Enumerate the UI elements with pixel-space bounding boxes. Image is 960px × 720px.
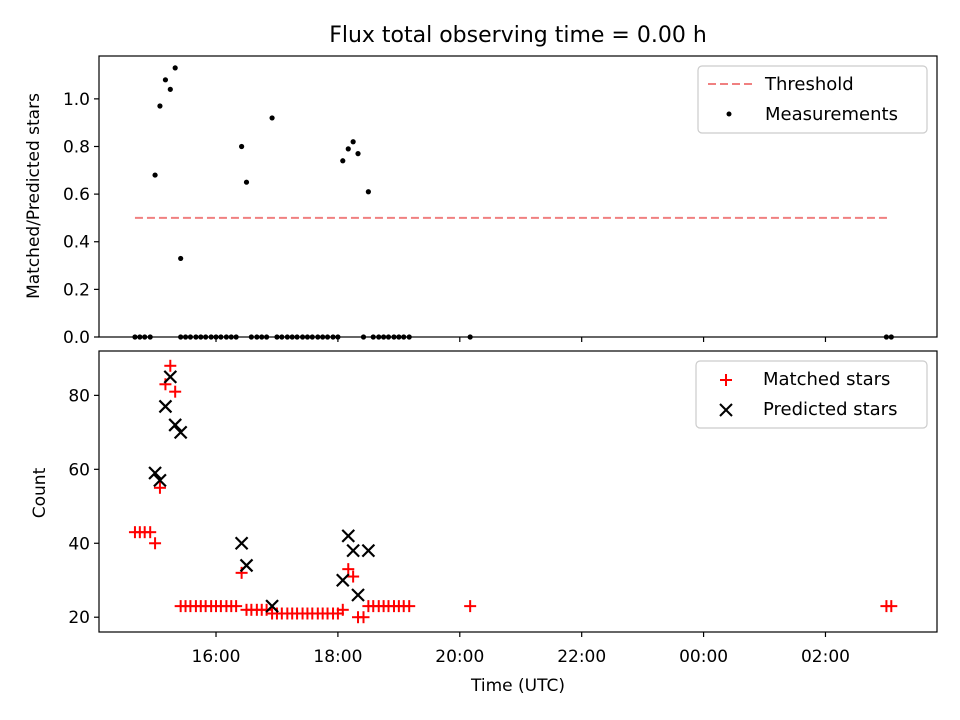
matched-stars-legend-label: Matched stars: [763, 369, 890, 390]
matched-stars-point: [347, 570, 360, 583]
measurements-point: [269, 115, 275, 121]
ratio-y-ticks: 0.0 0.2 0.4 0.6 0.8 1.0: [63, 90, 99, 348]
measurements-point: [350, 139, 356, 145]
count-y-tick-label: 40: [68, 534, 90, 554]
predicted-stars-point: [153, 473, 167, 488]
predicted-stars-point: [361, 543, 376, 558]
ratio-y-tick-label: 0.2: [63, 280, 90, 300]
predicted-stars-legend-label: Predicted stars: [763, 399, 897, 420]
predicted-stars-point: [265, 599, 279, 613]
ratio-legend: Threshold Measurements: [697, 65, 928, 134]
x-tick-label: 20:00: [435, 647, 484, 667]
matched-stars-point: [153, 481, 166, 494]
measurements-point: [167, 86, 173, 92]
count-y-tick-label: 80: [68, 386, 90, 406]
count-legend: Matched stars Predicted stars: [695, 360, 928, 429]
count-x-ticks: 16:00 18:00 20:00 22:00 00:00 02:00: [192, 632, 850, 667]
predicted-stars-point: [168, 418, 182, 432]
matched-stars-point: [885, 600, 898, 613]
count-y-ticks: 20 40 60 80: [68, 386, 99, 628]
measurements-point: [345, 146, 351, 152]
predicted-stars-point: [234, 536, 249, 551]
measurements-point: [152, 172, 158, 178]
ratio-legend-box: [697, 65, 928, 134]
x-tick-label: 02:00: [801, 647, 850, 667]
predicted-stars-point: [239, 558, 254, 573]
measurements-point: [178, 255, 184, 262]
predicted-stars-point: [148, 466, 162, 480]
measurements-legend-swatch: [726, 111, 732, 117]
x-axis-label: Time (UTC): [470, 676, 565, 696]
predicted-stars-point: [173, 425, 188, 440]
x-tick-label: 18:00: [313, 647, 362, 667]
measurements-point: [239, 143, 245, 150]
ratio-panel: 0.0 0.2 0.4 0.6 0.8 1.0 Matched/Predicted sta…: [24, 55, 938, 348]
ratio-y-tick-label: 0.6: [63, 185, 90, 205]
measurements-legend-label: Measurements: [765, 104, 898, 125]
count-legend-box: [695, 360, 928, 429]
ratio-y-tick-label: 0.4: [63, 233, 90, 253]
measurements-point: [157, 103, 163, 109]
ratio-y-tick-label: 0.0: [63, 328, 90, 348]
ratio-axes-frame: [98, 55, 938, 338]
measurements-point: [355, 151, 361, 157]
ratio-y-axis-label: Matched/Predicted stars: [24, 93, 44, 299]
predicted-stars-point: [336, 573, 350, 588]
matched-stars-point: [149, 537, 162, 550]
measurements-point: [243, 179, 250, 185]
matched-stars-point: [230, 600, 243, 613]
predicted-stars-point: [341, 529, 356, 543]
measurements-point: [340, 158, 346, 164]
measurements-point: [172, 65, 178, 71]
matched-stars-legend-swatch: [720, 374, 732, 386]
predicted-stars-point: [163, 370, 178, 384]
ratio-y-tick-label: 0.8: [63, 137, 90, 157]
matched-stars-point: [464, 600, 477, 613]
matched-stars-point: [357, 611, 370, 624]
x-tick-label: 22:00: [557, 647, 606, 667]
count-y-tick-label: 60: [68, 460, 90, 480]
count-y-axis-label: Count: [30, 467, 50, 518]
ratio-y-tick-label: 1.0: [63, 90, 90, 110]
count-plot-marks: [128, 359, 898, 624]
predicted-stars-point: [158, 399, 173, 414]
matched-stars-point: [342, 563, 355, 576]
matched-stars-point: [164, 359, 177, 372]
matched-stars-point: [403, 600, 416, 613]
count-axes-frame: [98, 350, 938, 633]
measurements-point: [365, 189, 371, 195]
chart-title: Flux total observing time = 0.00 h: [329, 23, 707, 48]
measurements-point: [162, 77, 169, 83]
count-y-tick-label: 20: [68, 608, 90, 628]
predicted-stars-point: [351, 588, 365, 602]
threshold-legend-label: Threshold: [764, 74, 854, 95]
predicted-stars-point: [346, 543, 360, 558]
predicted-stars-legend-swatch: [719, 403, 733, 417]
matched-stars-point: [169, 385, 182, 398]
x-tick-label: 16:00: [192, 647, 241, 667]
x-tick-label: 00:00: [679, 647, 728, 667]
matched-stars-point: [144, 526, 157, 539]
matched-stars-point: [336, 603, 349, 616]
